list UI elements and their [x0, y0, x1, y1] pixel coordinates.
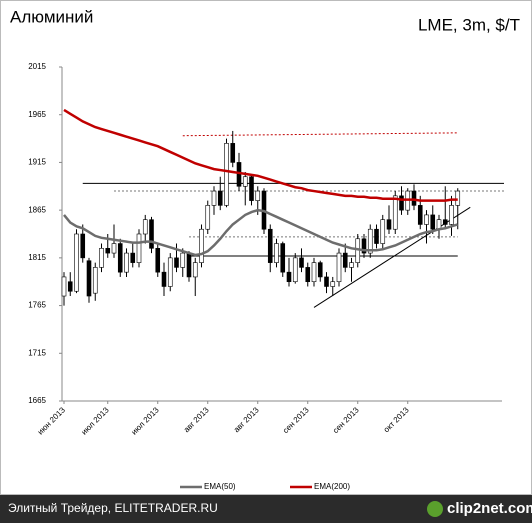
candle-body — [211, 190, 217, 206]
candle-body — [386, 219, 392, 230]
candle-body — [417, 205, 423, 225]
candle-body — [292, 257, 298, 283]
candle-body — [174, 257, 179, 268]
legend-label: EMA(50) — [204, 482, 236, 491]
candle-body — [136, 233, 142, 263]
footer-logo: clip2net.com — [447, 500, 532, 517]
candle-body — [199, 228, 204, 263]
y-tick-label: 1915 — [28, 158, 46, 167]
candle-body — [274, 243, 279, 263]
candle-body — [86, 260, 92, 297]
candle-body — [105, 248, 111, 254]
candle-body — [361, 238, 367, 254]
candle-body — [205, 205, 211, 230]
chart-subtitle: LME, 3m, $/T — [418, 15, 520, 34]
y-tick-label: 1865 — [28, 205, 46, 214]
candle-body — [280, 243, 286, 273]
ema-line — [63, 108, 458, 202]
ema-line — [63, 208, 459, 257]
candle-body — [124, 252, 129, 273]
candle-body — [167, 257, 173, 287]
candle-body — [92, 267, 98, 294]
candle-body — [367, 228, 373, 254]
y-tick-label: 1965 — [28, 110, 46, 119]
footer-source: Элитный Трейдер, ELITETRADER.RU — [8, 501, 218, 515]
candle-body — [330, 281, 336, 287]
candle-body — [380, 219, 386, 244]
candle-body — [336, 252, 342, 283]
candle-body — [424, 214, 429, 225]
candle-body — [455, 190, 461, 206]
footer-bar — [0, 495, 532, 523]
candle-body — [224, 143, 229, 206]
y-tick-label: 1765 — [28, 301, 46, 310]
candle-body — [180, 252, 186, 268]
chart-frame — [0, 0, 532, 495]
candle-body — [342, 252, 348, 268]
candle-body — [317, 262, 323, 278]
candle-body — [192, 262, 198, 278]
candle-body — [411, 190, 417, 206]
candle-body — [305, 267, 311, 283]
candle-body — [99, 248, 104, 268]
candle-body — [61, 276, 67, 297]
candle-body — [374, 228, 379, 244]
candle-body — [230, 143, 236, 163]
candle-body — [299, 257, 304, 268]
candle-body — [349, 262, 354, 268]
candle-body — [161, 271, 167, 287]
candle-body — [449, 205, 454, 225]
candle-body — [80, 233, 86, 259]
candle-body — [311, 262, 317, 283]
chart-title: Алюминий — [10, 7, 93, 26]
candle-body — [392, 195, 398, 230]
candle-body — [267, 228, 273, 263]
candle-body — [399, 195, 404, 211]
candle-body — [255, 190, 261, 201]
candle-body — [442, 219, 448, 225]
candle-body — [286, 271, 292, 283]
candle-body — [67, 281, 73, 292]
candle-body — [430, 214, 436, 230]
y-tick-label: 1815 — [28, 253, 46, 262]
candle-body — [130, 252, 136, 263]
candle-body — [249, 176, 254, 201]
candle-body — [142, 219, 148, 235]
y-tick-label: 1665 — [28, 396, 46, 405]
candle-body — [117, 243, 123, 273]
candle-body — [186, 252, 192, 278]
candle-body — [324, 276, 329, 287]
candle-body — [155, 248, 161, 273]
candle-body — [149, 219, 154, 249]
candle-body — [74, 233, 79, 292]
y-tick-label: 2015 — [28, 62, 46, 71]
reference-line — [182, 132, 458, 137]
candle-body — [217, 190, 223, 206]
logo-icon — [427, 501, 443, 517]
candle-body — [111, 243, 117, 254]
legend-label: EMA(200) — [314, 482, 350, 491]
candle-body — [242, 176, 248, 187]
y-tick-label: 1715 — [28, 348, 46, 357]
